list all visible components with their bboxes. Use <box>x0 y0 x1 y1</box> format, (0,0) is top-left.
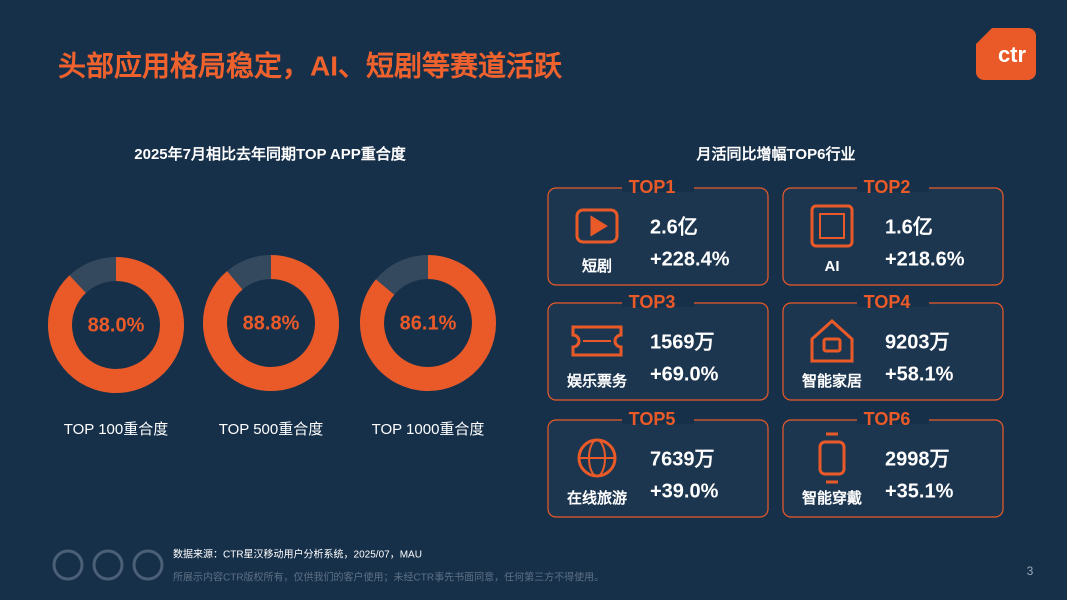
card-name: 在线旅游 <box>567 489 627 507</box>
icon-shape <box>810 318 854 363</box>
rank-backdrop <box>622 299 694 307</box>
icon-shape <box>575 208 619 244</box>
card-icon <box>571 325 623 357</box>
card-rank: TOP2 <box>864 177 911 197</box>
rank-backdrop <box>857 184 929 192</box>
card-users: 2998万 <box>885 448 950 470</box>
cert-icon <box>92 549 124 581</box>
card-growth: +35.1% <box>885 480 954 502</box>
card-icon <box>577 438 617 478</box>
card-users: 9203万 <box>885 331 950 353</box>
card-name: 娱乐票务 <box>567 372 628 390</box>
rank-backdrop <box>622 416 694 424</box>
rank-backdrop <box>857 416 929 424</box>
icon-shape <box>818 440 846 476</box>
section-title: 2025年7月相比去年同期TOP APP重合度 <box>134 145 406 163</box>
card-rank: TOP5 <box>629 409 676 429</box>
card-rank: TOP6 <box>864 409 911 429</box>
donut-arc <box>48 257 184 393</box>
donut-value-label: 88.0% <box>88 314 145 336</box>
icon-shape <box>590 215 608 237</box>
donut-caption: TOP 1000重合度 <box>372 421 485 438</box>
page-number: 3 <box>1027 564 1034 578</box>
card-rank: TOP3 <box>629 292 676 312</box>
card-icon <box>810 318 854 363</box>
donut-caption: TOP 500重合度 <box>219 421 324 438</box>
cert-icon <box>132 549 164 581</box>
logo-box <box>976 28 1036 80</box>
source-note: 数据来源：CTR星汉移动用户分析系统，2025/07，MAU <box>173 548 422 561</box>
card-growth: +218.6% <box>885 248 965 270</box>
card-name: 智能穿戴 <box>802 489 862 507</box>
card-icon <box>818 432 846 484</box>
rank-backdrop <box>622 184 694 192</box>
icon-shape <box>822 337 842 353</box>
rank-backdrop <box>857 299 929 307</box>
donut-arc <box>203 255 339 391</box>
card-users: 7639万 <box>650 448 715 470</box>
cert-logos <box>52 549 164 581</box>
donut-value-label: 86.1% <box>400 312 457 334</box>
card-growth: +58.1% <box>885 363 954 385</box>
icon-shape <box>810 204 854 248</box>
card-icon <box>575 208 619 244</box>
donut-caption: TOP 100重合度 <box>64 421 169 438</box>
card-icon <box>810 204 854 248</box>
card-users: 1.6亿 <box>885 214 933 238</box>
card-rank: TOP4 <box>864 292 911 312</box>
donut-value-label: 88.8% <box>243 312 300 334</box>
card-name: AI <box>825 258 840 275</box>
logo: ctr <box>998 42 1027 67</box>
card-name: 智能家居 <box>802 372 862 390</box>
icon-shape <box>819 213 845 239</box>
section-title: 月活同比增幅TOP6行业 <box>696 145 856 163</box>
disclaimer: 所展示内容CTR版权所有，仅供我们的客户使用；未经CTR事先书面同意，任何第三方… <box>173 571 604 584</box>
slide-title: 头部应用格局稳定，AI、短剧等赛道活跃 <box>58 49 563 81</box>
card-rank: TOP1 <box>629 177 676 197</box>
card-users: 2.6亿 <box>650 214 698 238</box>
card-users: 1569万 <box>650 331 715 353</box>
card-growth: +69.0% <box>650 363 719 385</box>
donut-arc <box>360 255 496 391</box>
cert-icon <box>52 549 84 581</box>
icon-shape <box>571 325 623 357</box>
card-growth: +39.0% <box>650 480 719 502</box>
card-name: 短剧 <box>582 257 612 275</box>
card-growth: +228.4% <box>650 248 730 270</box>
